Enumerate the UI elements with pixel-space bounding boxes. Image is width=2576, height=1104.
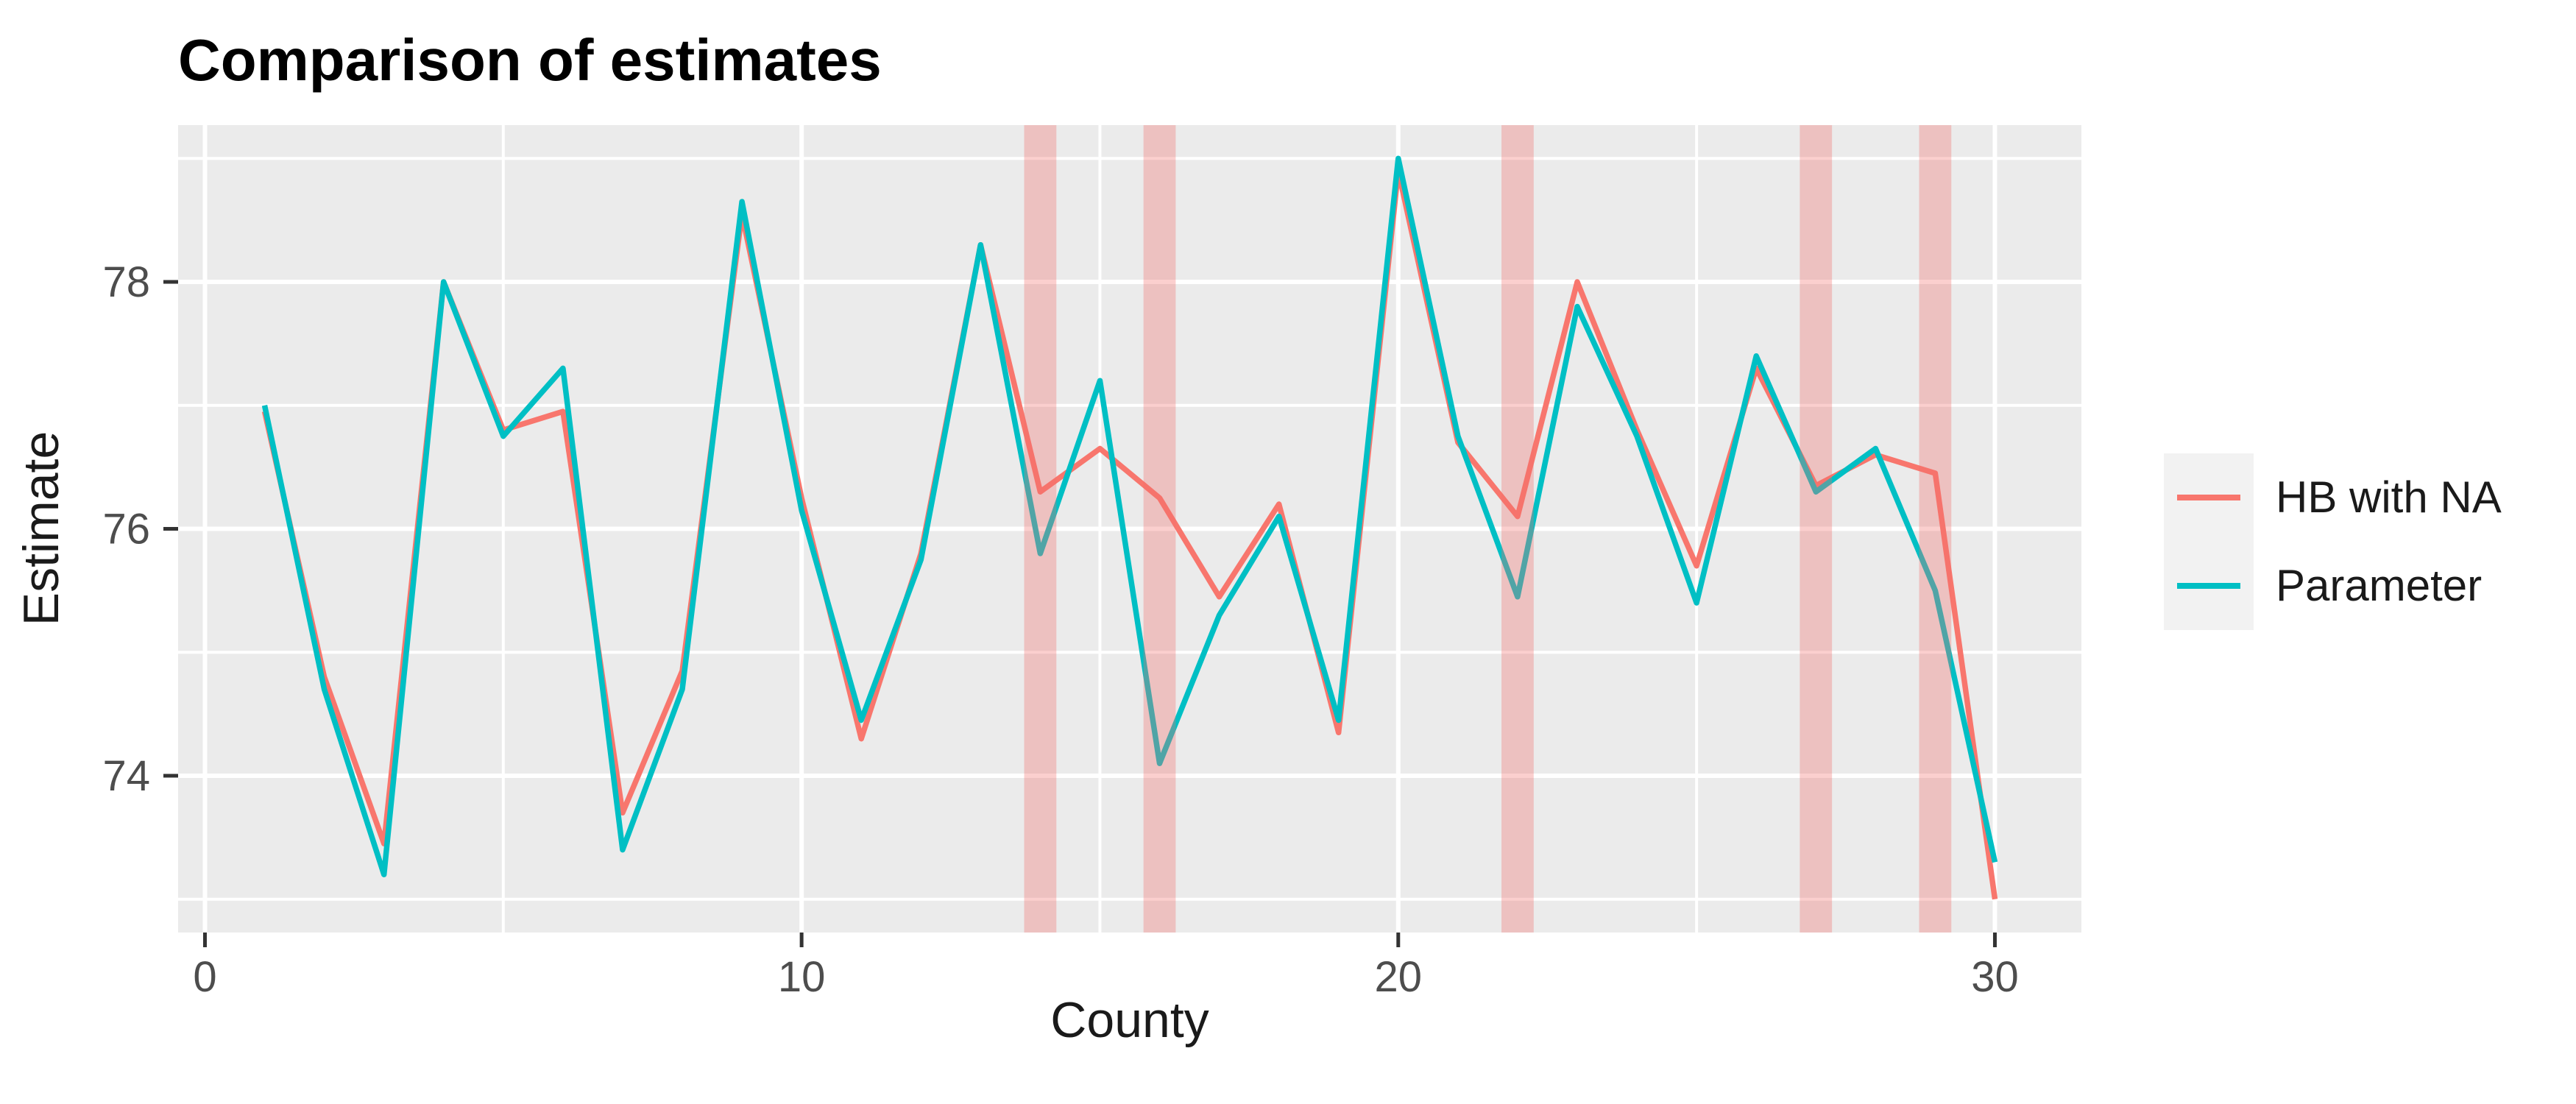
- series-line-parameter: [261, 155, 1998, 877]
- legend-item-parameter: Parameter: [2164, 542, 2502, 630]
- na-band-county-14: [1024, 125, 1057, 933]
- na-band-county-29: [1919, 125, 1952, 933]
- legend-label-hb-with-na: HB with NA: [2276, 473, 2502, 522]
- y-tick-label: 78: [102, 258, 150, 306]
- x-tick-label: 10: [778, 953, 826, 1001]
- x-tick-label: 0: [193, 953, 216, 1001]
- legend-line-icon: [2177, 495, 2240, 500]
- legend-label-parameter: Parameter: [2276, 561, 2483, 610]
- na-band-county-27: [1800, 125, 1833, 933]
- x-tick-label: 30: [1971, 953, 2019, 1001]
- y-tick-label: 76: [102, 506, 150, 553]
- legend: HB with NA Parameter: [2164, 453, 2502, 630]
- x-tick-label: 20: [1375, 953, 1423, 1001]
- x-axis-title: County: [1050, 992, 1209, 1048]
- legend-key-box: [2164, 453, 2254, 542]
- legend-key-box: [2164, 542, 2254, 630]
- series-line-hb-with-na: [261, 168, 1998, 900]
- y-tick-label: 74: [102, 752, 150, 800]
- na-band-county-22: [1501, 125, 1534, 933]
- legend-item-hb-with-na: HB with NA: [2164, 453, 2502, 542]
- legend-line-icon: [2177, 583, 2240, 589]
- chart-title: Comparison of estimates: [178, 27, 882, 93]
- na-band-county-16: [1143, 125, 1176, 933]
